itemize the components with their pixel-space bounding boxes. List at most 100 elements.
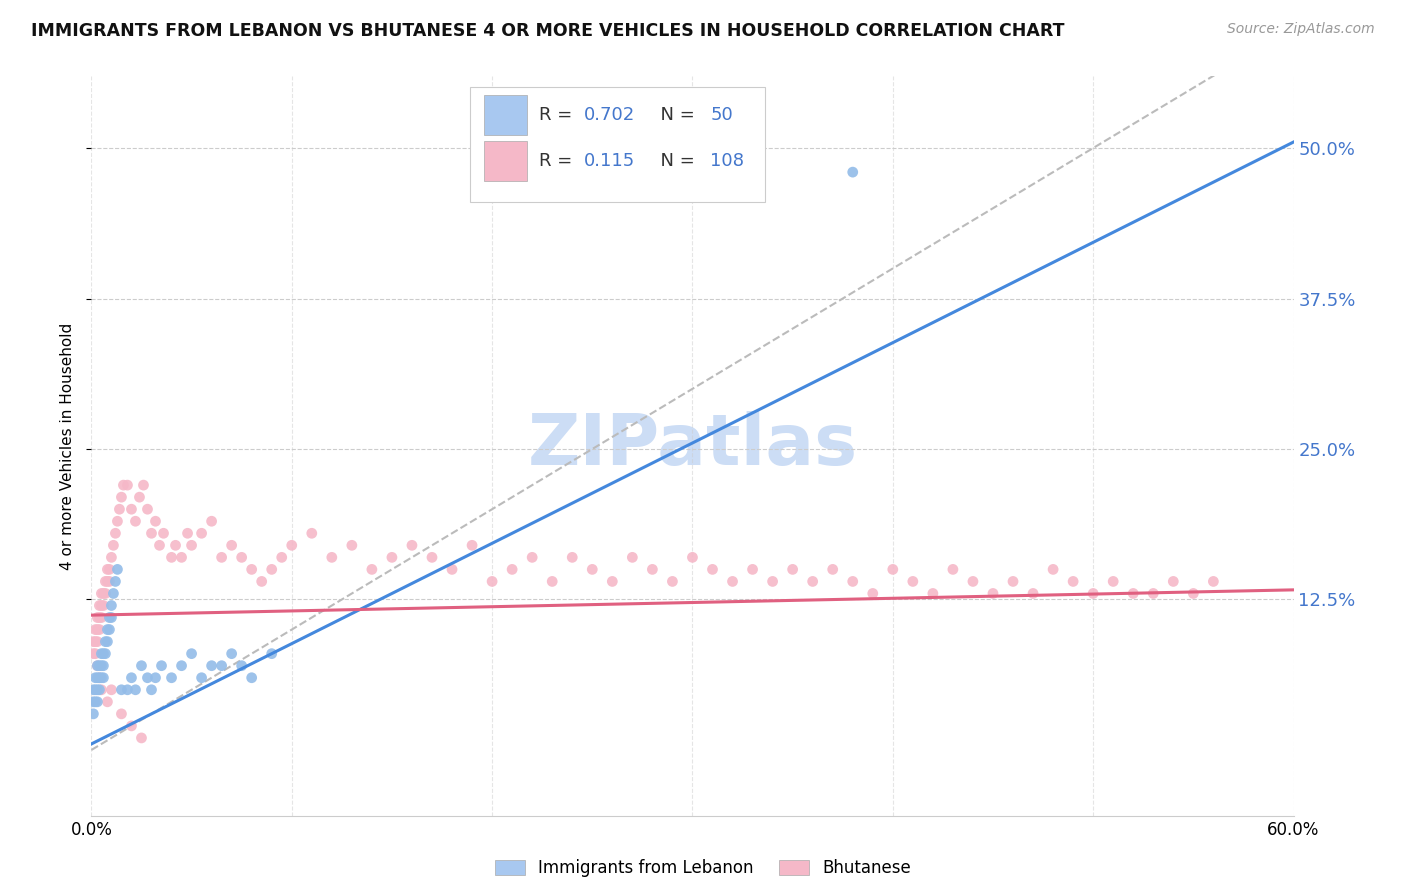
Point — [90, 610, 112, 624]
Point — [124, 514, 146, 528]
Point — [89, 682, 111, 697]
Point — [93, 658, 115, 673]
Point — [94, 586, 117, 600]
Text: N =: N = — [650, 152, 700, 170]
Text: R =: R = — [538, 106, 578, 124]
Point — [190, 671, 212, 685]
Point — [93, 647, 115, 661]
Point — [84, 634, 107, 648]
Point — [84, 647, 107, 661]
Legend: Immigrants from Lebanon, Bhutanese: Immigrants from Lebanon, Bhutanese — [488, 853, 918, 884]
Point — [82, 682, 104, 697]
Point — [641, 562, 664, 576]
Point — [581, 562, 603, 576]
Point — [170, 658, 193, 673]
Point — [82, 695, 104, 709]
Point — [782, 562, 804, 576]
Point — [108, 502, 131, 516]
Point — [762, 574, 785, 589]
Point — [89, 623, 111, 637]
Point — [661, 574, 683, 589]
Point — [98, 610, 121, 624]
Point — [270, 550, 292, 565]
Point — [1102, 574, 1125, 589]
Text: R =: R = — [538, 152, 583, 170]
FancyBboxPatch shape — [470, 87, 765, 202]
Point — [1001, 574, 1024, 589]
Point — [90, 682, 112, 697]
Point — [922, 586, 945, 600]
Point — [100, 610, 122, 624]
Point — [98, 574, 121, 589]
Point — [741, 562, 763, 576]
Point — [211, 550, 233, 565]
Point — [1083, 586, 1105, 600]
Point — [170, 550, 193, 565]
Text: 108: 108 — [710, 152, 745, 170]
Point — [100, 599, 122, 613]
Text: N =: N = — [650, 106, 700, 124]
Point — [141, 526, 163, 541]
Point — [862, 586, 884, 600]
Point — [561, 550, 583, 565]
Point — [90, 599, 112, 613]
Point — [821, 562, 844, 576]
Point — [841, 574, 863, 589]
Point — [602, 574, 624, 589]
Point — [93, 586, 115, 600]
Point — [86, 695, 108, 709]
Point — [96, 623, 118, 637]
Point — [165, 538, 187, 552]
Point — [131, 658, 153, 673]
Point — [145, 514, 167, 528]
Point — [112, 478, 135, 492]
Point — [94, 647, 117, 661]
Point — [150, 658, 173, 673]
Point — [84, 623, 107, 637]
Point — [1042, 562, 1064, 576]
Point — [160, 671, 183, 685]
Point — [131, 731, 153, 745]
Y-axis label: 4 or more Vehicles in Household: 4 or more Vehicles in Household — [60, 322, 76, 570]
Point — [90, 658, 112, 673]
Point — [96, 562, 118, 576]
Point — [148, 538, 170, 552]
Point — [136, 502, 159, 516]
Point — [942, 562, 965, 576]
Point — [240, 562, 263, 576]
Point — [89, 599, 111, 613]
Point — [176, 526, 198, 541]
Point — [152, 526, 174, 541]
Point — [86, 671, 108, 685]
Point — [96, 634, 118, 648]
Point — [98, 562, 121, 576]
Point — [1122, 586, 1144, 600]
Point — [201, 514, 224, 528]
Point — [84, 671, 107, 685]
Point — [110, 490, 132, 504]
Point — [121, 719, 143, 733]
Point — [86, 634, 108, 648]
Point — [541, 574, 564, 589]
Point — [321, 550, 343, 565]
Point — [501, 562, 523, 576]
Point — [89, 610, 111, 624]
Text: 50: 50 — [710, 106, 734, 124]
Text: 0.115: 0.115 — [585, 152, 636, 170]
Point — [461, 538, 484, 552]
Point — [621, 550, 644, 565]
Point — [201, 658, 224, 673]
Point — [86, 658, 108, 673]
Point — [221, 538, 243, 552]
Text: 0.702: 0.702 — [585, 106, 636, 124]
Point — [340, 538, 363, 552]
Point — [1022, 586, 1045, 600]
Point — [110, 682, 132, 697]
Point — [1202, 574, 1225, 589]
Point — [180, 647, 202, 661]
Point — [381, 550, 404, 565]
FancyBboxPatch shape — [485, 95, 527, 136]
Point — [84, 695, 107, 709]
Text: ZIPatlas: ZIPatlas — [527, 411, 858, 481]
Point — [221, 647, 243, 661]
